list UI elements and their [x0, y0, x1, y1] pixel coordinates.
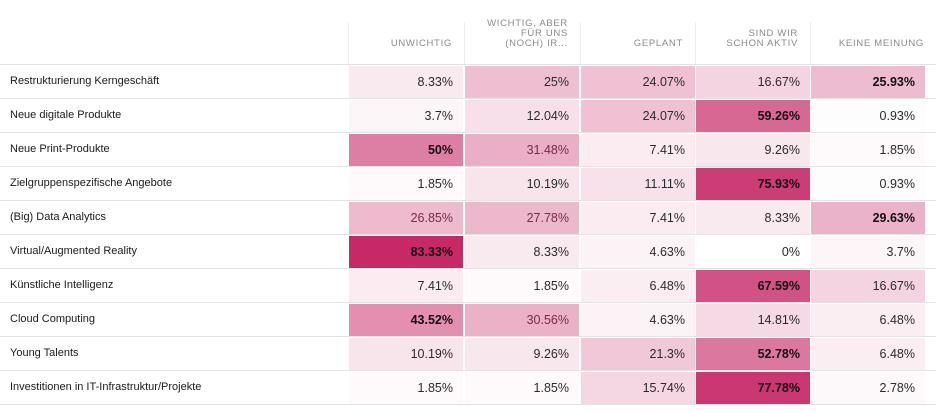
- row-divider: [0, 302, 936, 303]
- row-label: (Big) Data Analytics: [10, 211, 106, 223]
- heatmap-cell: 1.85%: [465, 372, 579, 404]
- row-divider: [0, 200, 936, 201]
- heatmap-cell: 77.78%: [696, 372, 810, 404]
- heatmap-cell: 4.63%: [581, 304, 695, 336]
- heatmap-cell: 4.63%: [581, 236, 695, 268]
- heatmap-cell: 9.26%: [696, 134, 810, 166]
- heatmap-cell: 0.93%: [811, 100, 925, 132]
- column-header: SIND WIR SCHON AKTIV: [695, 22, 810, 64]
- heatmap-cell: 59.26%: [696, 100, 810, 132]
- heatmap-cell: 24.07%: [581, 100, 695, 132]
- heatmap-cell: 8.33%: [465, 236, 579, 268]
- heatmap-cell: 26.85%: [349, 202, 463, 234]
- row-label: Neue Print-Produkte: [10, 143, 110, 155]
- heatmap-cell: 1.85%: [349, 372, 463, 404]
- heatmap-cell: 3.7%: [349, 100, 463, 132]
- heatmap-cell: 12.04%: [465, 100, 579, 132]
- row-divider: [0, 404, 936, 405]
- row-divider: [0, 166, 936, 167]
- heatmap-cell: 75.93%: [696, 168, 810, 200]
- row-label: Virtual/Augmented Reality: [10, 245, 137, 257]
- heatmap-cell: 1.85%: [811, 134, 925, 166]
- heatmap-cell: 2.78%: [811, 372, 925, 404]
- heatmap-cell: 8.33%: [349, 66, 463, 98]
- row-label: Zielgruppenspezifische Angebote: [10, 177, 173, 189]
- heatmap-cell: 50%: [349, 134, 463, 166]
- heatmap-cell: 52.78%: [696, 338, 810, 370]
- heatmap-cell: 1.85%: [465, 270, 579, 302]
- heatmap-cell: 25.93%: [811, 66, 925, 98]
- row-label: Neue digitale Produkte: [10, 109, 122, 121]
- heatmap-cell: 16.67%: [696, 66, 810, 98]
- heatmap-cell: 67.59%: [696, 270, 810, 302]
- row-label: Young Talents: [10, 347, 79, 359]
- heatmap-cell: 8.33%: [696, 202, 810, 234]
- row-divider: [0, 234, 936, 235]
- heatmap-cell: 10.19%: [349, 338, 463, 370]
- column-header: GEPLANT: [580, 22, 695, 64]
- row-divider: [0, 268, 936, 269]
- heatmap-cell: 6.48%: [811, 304, 925, 336]
- heatmap-cell: 7.41%: [349, 270, 463, 302]
- heatmap-cell: 9.26%: [465, 338, 579, 370]
- heatmap-cell: 7.41%: [581, 202, 695, 234]
- row-label: Investitionen in IT-Infrastruktur/Projek…: [10, 381, 202, 393]
- heatmap-cell: 7.41%: [581, 134, 695, 166]
- column-header: UNWICHTIG: [348, 22, 464, 64]
- heatmap-cell: 15.74%: [581, 372, 695, 404]
- heatmap-cell: 27.78%: [465, 202, 579, 234]
- row-divider: [0, 132, 936, 133]
- heatmap-cell: 30.56%: [465, 304, 579, 336]
- row-divider: [0, 370, 936, 371]
- column-header: KEINE MEINUNG: [810, 22, 936, 64]
- heatmap-cell: 29.63%: [811, 202, 925, 234]
- row-label: Restrukturierung Kerngeschäft: [10, 75, 160, 87]
- heatmap-cell: 3.7%: [811, 236, 925, 268]
- heatmap-cell: 24.07%: [581, 66, 695, 98]
- row-divider: [0, 336, 936, 337]
- heatmap-cell: 21.3%: [581, 338, 695, 370]
- heatmap-cell: 25%: [465, 66, 579, 98]
- heatmap-cell: 16.67%: [811, 270, 925, 302]
- column-header: WICHTIG, ABER FÜR UNS (NOCH) IR...: [464, 19, 580, 64]
- heatmap-cell: 0%: [696, 236, 810, 268]
- heatmap-cell: 1.85%: [349, 168, 463, 200]
- heatmap-cell: 11.11%: [581, 168, 695, 200]
- row-label: Künstliche Intelligenz: [10, 279, 114, 291]
- heatmap-cell: 14.81%: [696, 304, 810, 336]
- heatmap-cell: 6.48%: [811, 338, 925, 370]
- heatmap-cell: 31.48%: [465, 134, 579, 166]
- heatmap-cell: 0.93%: [811, 168, 925, 200]
- heatmap-cell: 43.52%: [349, 304, 463, 336]
- heatmap-cell: 6.48%: [581, 270, 695, 302]
- heatmap-cell: 10.19%: [465, 168, 579, 200]
- heatmap-cell: 83.33%: [349, 236, 463, 268]
- row-label: Cloud Computing: [10, 313, 95, 325]
- row-divider: [0, 64, 936, 65]
- row-divider: [0, 98, 936, 99]
